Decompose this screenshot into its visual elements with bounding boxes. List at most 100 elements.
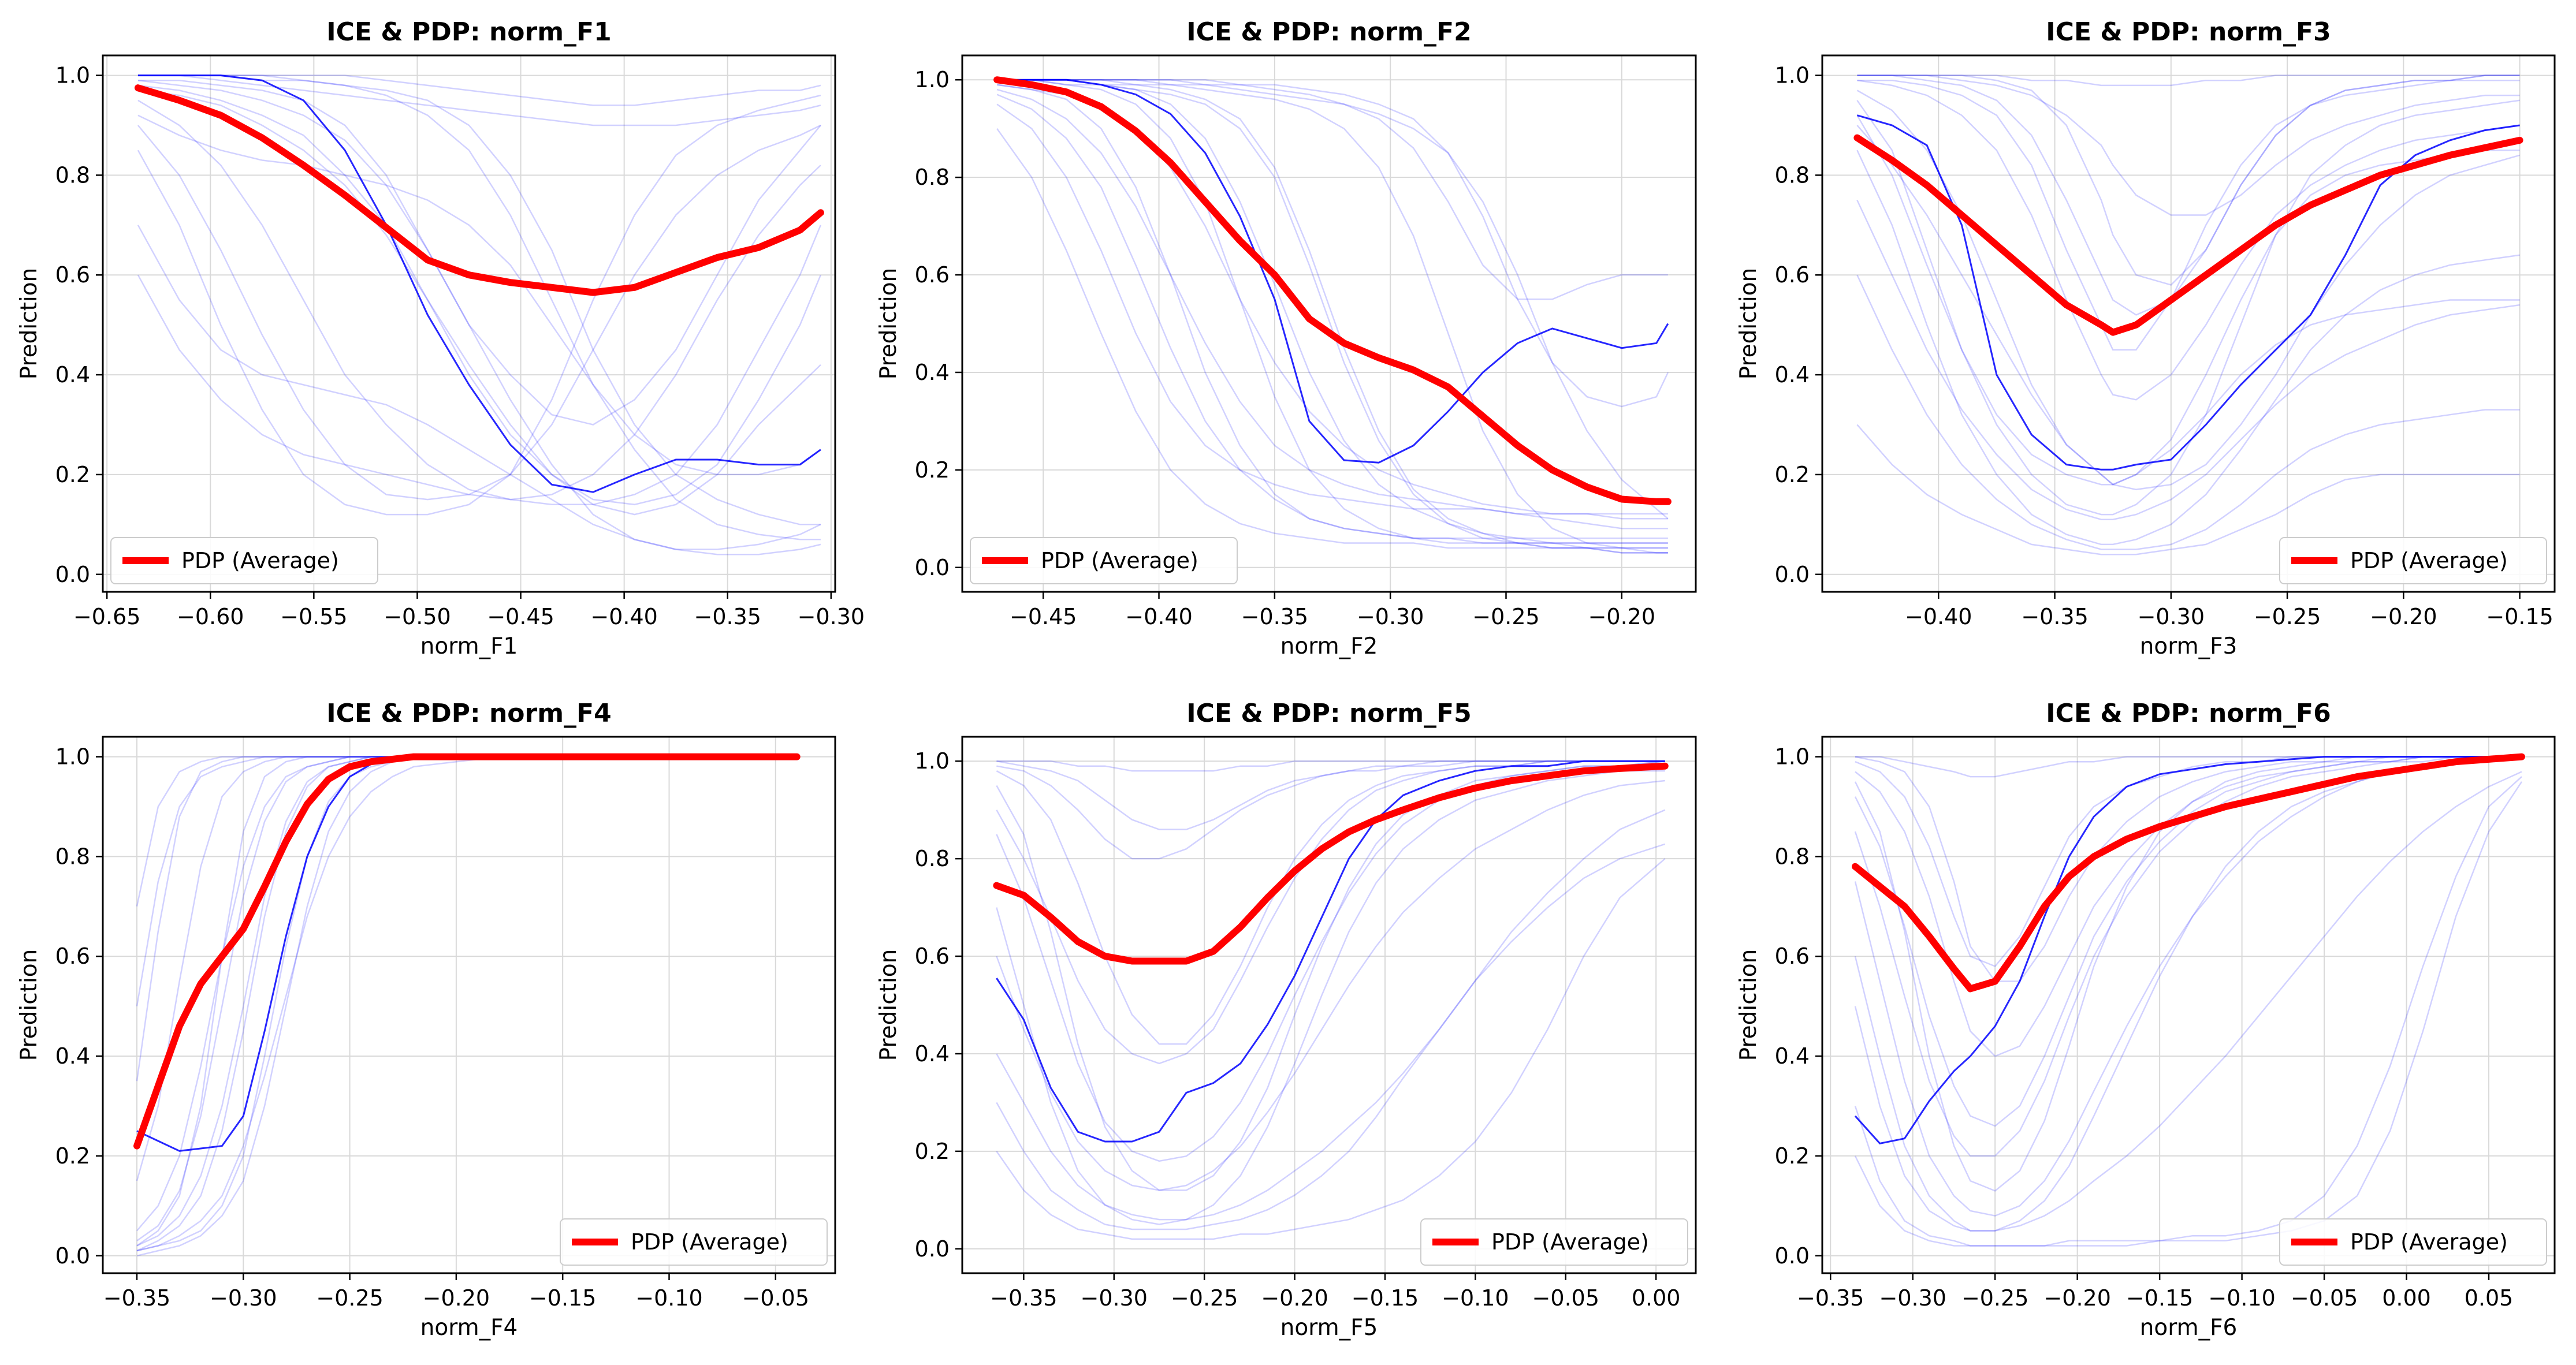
ice-highlight-line xyxy=(997,79,1669,464)
ice-line-1 xyxy=(996,760,1665,772)
y-tick-label: 0.8 xyxy=(55,844,90,869)
ice-line-6 xyxy=(997,79,1669,520)
ice-line-11 xyxy=(1857,79,2520,401)
plot-lines xyxy=(993,760,1669,1240)
x-tick-label: −0.65 xyxy=(73,604,140,629)
x-tick-label: −0.30 xyxy=(2138,604,2205,629)
pdp-line xyxy=(1853,134,2523,336)
x-tick-label: −0.20 xyxy=(2043,1285,2110,1311)
y-axis-label: Prediction xyxy=(16,949,42,1061)
x-tick-label: −0.10 xyxy=(2208,1285,2275,1311)
ice-line-9 xyxy=(137,225,821,555)
y-tick-label: 0.0 xyxy=(1775,1243,1810,1269)
ice-line-4 xyxy=(1856,150,2520,546)
ice-highlight-line xyxy=(996,760,1665,1143)
x-tick-label: 0.00 xyxy=(2382,1285,2431,1311)
x-tick-label: −0.20 xyxy=(1261,1285,1328,1311)
ice-line-5 xyxy=(1854,776,2522,1247)
x-tick-label: −0.30 xyxy=(1879,1285,1946,1311)
x-axis-label: norm_F2 xyxy=(1280,633,1378,659)
x-tick-label: −0.20 xyxy=(2370,604,2437,629)
gridlines xyxy=(103,55,835,592)
plot-lines xyxy=(133,753,801,1257)
ice-line-8 xyxy=(137,79,821,550)
axes-frame xyxy=(961,54,1697,593)
x-tick-label: −0.15 xyxy=(2126,1285,2193,1311)
x-tick-label: −0.40 xyxy=(590,604,657,629)
x-tick-label: −0.20 xyxy=(1588,604,1655,629)
ice-line-11 xyxy=(996,843,1666,1230)
ice-line-7 xyxy=(1856,89,2520,486)
x-tick-label: −0.30 xyxy=(1357,604,1424,629)
ice-line-8 xyxy=(1854,771,2522,1232)
plot-lines xyxy=(134,74,824,555)
ice-line-14 xyxy=(997,79,1668,544)
ice-line-14 xyxy=(1856,125,2520,491)
ice-line-8 xyxy=(1857,74,2520,216)
legend: PDP (Average) xyxy=(2279,1218,2547,1266)
x-tick-label: −0.30 xyxy=(210,1285,277,1311)
x-tick-label: −0.05 xyxy=(1532,1285,1599,1311)
y-tick-label: 1.0 xyxy=(915,67,950,92)
y-tick-label: 1.0 xyxy=(915,748,950,774)
y-tick-label: 1.0 xyxy=(55,744,90,770)
y-tick-label: 0.6 xyxy=(915,943,950,969)
ice-line-4 xyxy=(997,79,1668,554)
x-axis-label: norm_F6 xyxy=(2140,1315,2238,1341)
y-tick-label: 0.4 xyxy=(915,360,950,385)
ice-line-1 xyxy=(997,79,1668,544)
x-tick-label: −0.35 xyxy=(694,604,761,629)
legend-label: PDP (Average) xyxy=(181,548,339,573)
ice-line-10 xyxy=(137,74,821,106)
x-tick-label: −0.25 xyxy=(316,1285,383,1311)
legend-label: PDP (Average) xyxy=(2350,1229,2508,1255)
x-tick-label: −0.05 xyxy=(742,1285,809,1311)
pdp-line xyxy=(134,84,824,296)
y-tick-label: 0.0 xyxy=(1775,562,1810,587)
y-axis-label: Prediction xyxy=(876,949,902,1061)
y-tick-label: 0.4 xyxy=(915,1041,950,1066)
x-tick-label: −0.50 xyxy=(384,604,451,629)
x-tick-label: −0.35 xyxy=(2021,604,2088,629)
ice-line-10 xyxy=(1856,115,2520,486)
ice-line-12 xyxy=(137,165,821,501)
y-axis-label: Prediction xyxy=(16,268,42,380)
legend-box xyxy=(1420,1218,1688,1266)
legend-box xyxy=(110,537,378,584)
plot-lines xyxy=(1852,753,2525,1247)
y-tick-label: 0.2 xyxy=(55,462,90,487)
ice-line-6 xyxy=(996,760,1665,1065)
chart-title: ICE & PDP: norm_F4 xyxy=(326,699,611,728)
x-tick-label: −0.20 xyxy=(423,1285,490,1311)
y-axis-label: Prediction xyxy=(1736,268,1762,380)
ice-line-5 xyxy=(996,809,1666,1221)
chart-panel-6: −0.35 −0.30 −0.25 −0.20 −0.15 −0.10 −0.05 0.00 0… xyxy=(1736,699,2556,1341)
x-tick-label: −0.25 xyxy=(1472,604,1539,629)
ice-line-13 xyxy=(996,88,1668,529)
chart-title: ICE & PDP: norm_F6 xyxy=(2046,699,2331,728)
ice-highlight-line xyxy=(1854,756,2522,1144)
gridlines xyxy=(1822,55,2555,592)
y-tick-label: 0.6 xyxy=(55,262,90,288)
y-tick-label: 0.0 xyxy=(915,1236,950,1262)
ice-line-4 xyxy=(996,760,1665,860)
chart-panel-5: −0.35 −0.30 −0.25 −0.20 −0.15 −0.10 −0.05 0.00 0… xyxy=(876,699,1697,1341)
ice-line-8 xyxy=(997,79,1669,408)
y-tick-label: 1.0 xyxy=(1775,744,1810,770)
legend: PDP (Average) xyxy=(2279,537,2547,584)
x-axis-label: norm_F4 xyxy=(420,1315,518,1341)
x-tick-label: −0.45 xyxy=(487,604,554,629)
ice-line-9 xyxy=(1856,424,2520,555)
y-tick-label: 0.8 xyxy=(915,846,950,871)
x-tick-label: 0.05 xyxy=(2465,1285,2514,1311)
y-axis-label: Prediction xyxy=(876,268,902,380)
ice-line-6 xyxy=(137,74,821,525)
axes-frame xyxy=(102,54,836,593)
x-tick-label: −0.35 xyxy=(103,1285,170,1311)
ice-line-8 xyxy=(996,760,1665,1045)
x-tick-label: −0.60 xyxy=(177,604,244,629)
x-tick-label: 0.00 xyxy=(1632,1285,1681,1311)
x-tick-label: −0.40 xyxy=(1905,604,1972,629)
chart-panel-1: −0.65 −0.60 −0.55 −0.50 −0.45 −0.40 −0.35 −0.30… xyxy=(16,17,865,659)
